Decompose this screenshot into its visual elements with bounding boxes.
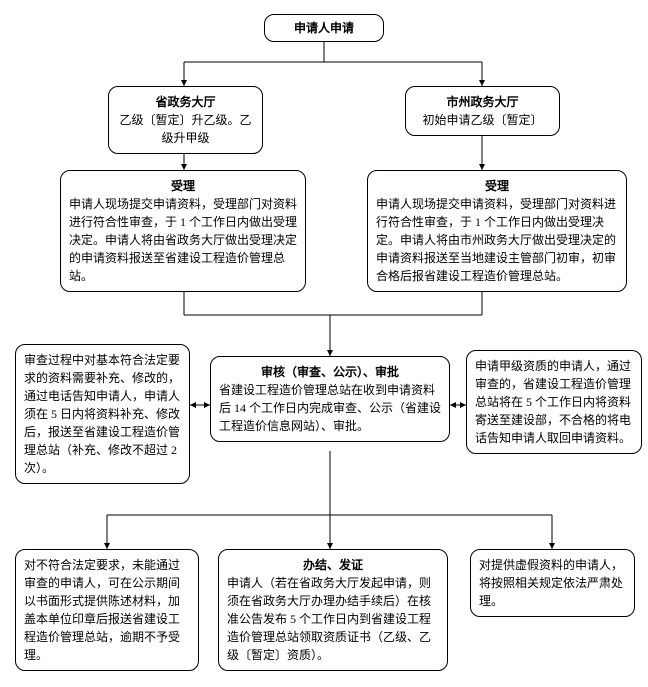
node-review-center: 审核（审查、公示）、审批 省建设工程造价管理总站在收到申请资料后 14 个工作日… xyxy=(210,356,450,442)
node-bottom-right: 对提供虚假资料的申请人，将按照相关规定依法严肃处理。 xyxy=(470,549,635,617)
node-accept-left: 受理 申请人现场提交申请资料，受理部门对资料进行符合性审查，于 1 个工作日内做… xyxy=(60,170,306,292)
node-right-branch-title: 市州政务大厅 xyxy=(414,93,551,111)
node-left-branch-title: 省政务大厅 xyxy=(117,93,254,111)
node-bottom-right-body: 对提供虚假资料的申请人，将按照相关规定依法严肃处理。 xyxy=(479,556,626,610)
node-left-branch-body: 乙级〔暂定〕升乙级。乙级升甲级 xyxy=(117,111,254,147)
node-review-right: 申请甲级资质的申请人，通过审查的，省建设工程造价管理总站将在 5 个工作日内将资… xyxy=(466,350,642,454)
node-bottom-center: 办结、发证 申请人（若在省政务大厅发起申请，则须在省政务大厅办理办结手续后）在核… xyxy=(218,549,448,671)
node-review-left-body: 审查过程中对基本符合法定要求的资料需要补充、修改的，通过电话告知申请人，申请人须… xyxy=(24,351,181,477)
node-review-right-body: 申请甲级资质的申请人，通过审查的，省建设工程造价管理总站将在 5 个工作日内将资… xyxy=(475,357,633,447)
node-bottom-left: 对不符合法定要求，未能通过审查的申请人，可在公示期间以书面形式提供陈述材料，加盖… xyxy=(15,549,199,671)
node-accept-right: 受理 申请人现场提交申请资料，受理部门对资料进行符合性审查，于 1 个工作日内做… xyxy=(367,170,627,292)
node-review-left: 审查过程中对基本符合法定要求的资料需要补充、修改的，通过电话告知申请人，申请人须… xyxy=(15,344,190,484)
node-accept-right-title: 受理 xyxy=(376,177,618,195)
node-start: 申请人申请 xyxy=(264,14,384,42)
node-bottom-center-body: 申请人（若在省政务大厅发起申请，则须在省政务大厅办理办结手续后）在核准公告发布 … xyxy=(227,574,439,664)
node-start-title: 申请人申请 xyxy=(269,19,379,37)
node-accept-left-title: 受理 xyxy=(69,177,297,195)
node-review-center-body: 省建设工程造价管理总站在收到申请资料后 14 个工作日内完成审查、公示（省建设工… xyxy=(219,381,441,435)
node-bottom-center-title: 办结、发证 xyxy=(227,556,439,574)
node-accept-right-body: 申请人现场提交申请资料，受理部门对资料进行符合性审查，于 1 个工作日内做出受理… xyxy=(376,195,618,285)
node-right-branch-body: 初始申请乙级〔暂定〕 xyxy=(414,111,551,129)
node-review-center-title: 审核（审查、公示）、审批 xyxy=(219,363,441,381)
node-bottom-left-body: 对不符合法定要求，未能通过审查的申请人，可在公示期间以书面形式提供陈述材料，加盖… xyxy=(24,556,190,664)
node-left-branch: 省政务大厅 乙级〔暂定〕升乙级。乙级升甲级 xyxy=(108,86,263,154)
node-accept-left-body: 申请人现场提交申请资料，受理部门对资料进行符合性审查，于 1 个工作日内做出受理… xyxy=(69,195,297,285)
node-right-branch: 市州政务大厅 初始申请乙级〔暂定〕 xyxy=(405,86,560,136)
